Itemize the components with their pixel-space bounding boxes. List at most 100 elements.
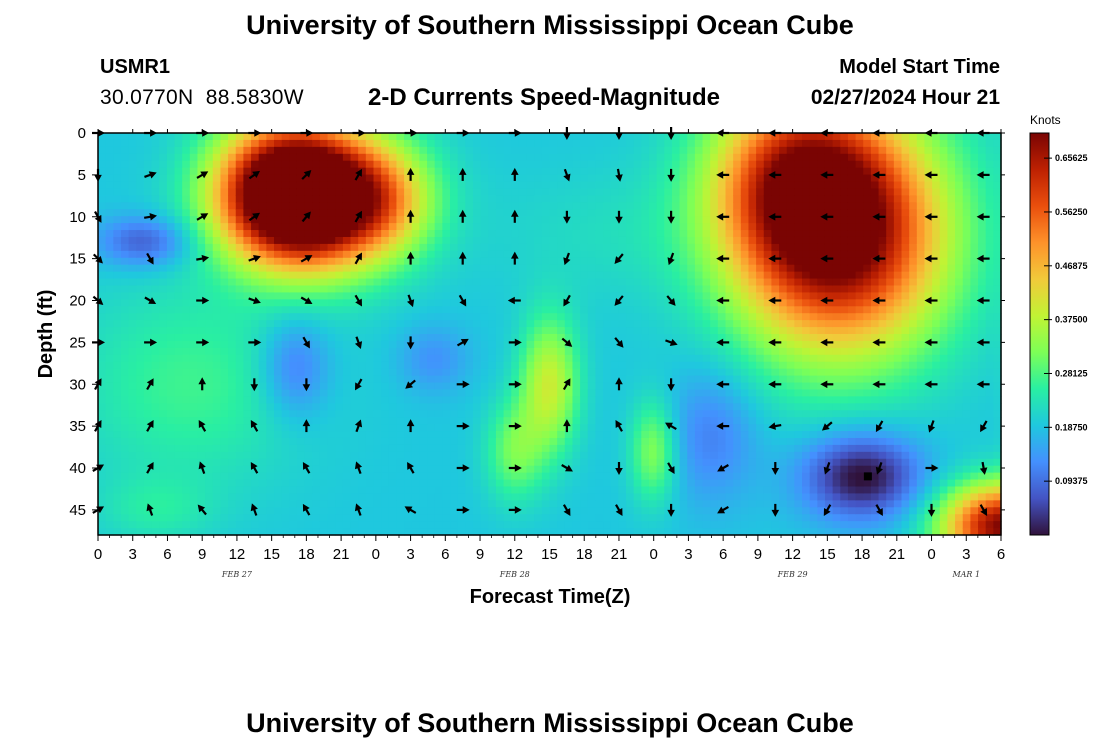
heatmap-cell xyxy=(656,347,665,356)
heatmap-cell xyxy=(664,472,673,481)
heatmap-cell xyxy=(442,202,451,210)
heatmap-cell xyxy=(472,340,482,349)
heatmap-cell xyxy=(189,292,199,300)
heatmap-cell xyxy=(580,451,589,460)
heatmap-cell xyxy=(174,320,183,328)
heatmap-cell xyxy=(388,160,398,169)
heatmap-cell xyxy=(503,500,512,508)
heatmap-cell xyxy=(350,472,359,481)
heatmap-cell xyxy=(526,195,535,203)
heatmap-cell xyxy=(373,271,382,280)
heatmap-cell xyxy=(427,361,436,370)
heatmap-cell xyxy=(656,257,665,266)
heatmap-cell xyxy=(205,306,214,314)
heatmap-cell xyxy=(166,250,176,259)
heatmap-cell xyxy=(327,216,336,224)
heatmap-cell xyxy=(633,146,642,155)
heatmap-cell xyxy=(495,361,505,370)
heatmap-cell xyxy=(128,389,137,397)
heatmap-cell xyxy=(457,153,466,162)
heatmap-cell xyxy=(610,174,619,183)
heatmap-cell xyxy=(610,271,619,280)
heatmap-cell xyxy=(733,230,742,238)
heatmap-cell xyxy=(671,216,681,224)
heatmap-cell xyxy=(381,313,390,321)
heatmap-cell xyxy=(694,375,704,384)
heatmap-cell xyxy=(603,320,612,328)
heatmap-cell xyxy=(603,382,612,391)
heatmap-cell xyxy=(151,243,160,252)
heatmap-cell xyxy=(319,195,329,203)
heatmap-cell xyxy=(717,133,727,141)
heatmap-cell xyxy=(610,195,619,203)
heatmap-cell xyxy=(373,403,382,411)
heatmap-cell xyxy=(511,299,520,307)
heatmap-cell xyxy=(687,410,696,418)
heatmap-cell xyxy=(480,285,489,294)
heatmap-cell xyxy=(350,320,359,328)
heatmap-cell xyxy=(342,396,352,404)
heatmap-cell xyxy=(274,521,283,529)
heatmap-cell xyxy=(197,521,206,529)
heatmap-cell xyxy=(442,368,451,377)
heatmap-cell xyxy=(120,139,130,148)
heatmap-cell xyxy=(679,500,688,508)
heatmap-cell xyxy=(396,354,405,363)
heatmap-cell xyxy=(228,465,237,474)
heatmap-cell xyxy=(358,431,367,439)
heatmap-cell xyxy=(733,458,742,467)
heatmap-cell xyxy=(488,410,497,418)
heatmap-cell xyxy=(373,340,382,349)
heatmap-cell xyxy=(595,375,604,384)
heatmap-cell xyxy=(664,417,673,425)
heatmap-cell xyxy=(113,236,122,245)
heatmap-cell xyxy=(626,361,635,370)
heatmap-cell xyxy=(733,327,742,335)
heatmap-cell xyxy=(427,437,436,446)
heatmap-cell xyxy=(120,264,130,273)
heatmap-cell xyxy=(212,230,222,238)
heatmap-cell xyxy=(312,465,321,474)
heatmap-cell xyxy=(335,410,344,418)
heatmap-cell xyxy=(166,271,176,280)
heatmap-cell xyxy=(205,521,214,529)
heatmap-cell xyxy=(511,153,520,162)
heatmap-cell xyxy=(610,354,619,363)
heatmap-cell xyxy=(289,278,298,287)
heatmap-cell xyxy=(518,472,528,481)
heatmap-cell xyxy=(427,389,436,397)
heatmap-cell xyxy=(281,375,290,384)
heatmap-cell xyxy=(717,472,727,481)
heatmap-cell xyxy=(235,347,244,356)
heatmap-cell xyxy=(595,278,604,287)
heatmap-cell xyxy=(304,361,313,370)
heatmap-cell xyxy=(465,216,474,224)
heatmap-cell xyxy=(717,285,727,294)
heatmap-cell xyxy=(633,410,642,418)
heatmap-cell xyxy=(319,313,329,321)
heatmap-cell xyxy=(694,264,704,273)
heatmap-cell xyxy=(120,389,130,397)
heatmap-cell xyxy=(296,243,306,252)
heatmap-cell xyxy=(281,424,290,432)
heatmap-cell xyxy=(495,153,505,162)
heatmap-cell xyxy=(205,444,214,453)
heatmap-cell xyxy=(694,493,704,501)
heatmap-cell xyxy=(442,507,451,515)
heatmap-cell xyxy=(427,382,436,391)
heatmap-cell xyxy=(633,451,642,460)
heatmap-cell xyxy=(212,257,222,266)
heatmap-cell xyxy=(434,521,443,529)
heatmap-cell xyxy=(472,320,482,328)
heatmap-cell xyxy=(143,257,153,266)
heatmap-cell xyxy=(549,264,558,273)
heatmap-cell xyxy=(304,236,313,245)
heatmap-cell xyxy=(648,230,658,238)
heatmap-cell xyxy=(472,334,482,342)
heatmap-cell xyxy=(633,389,642,397)
heatmap-cell xyxy=(143,458,153,467)
heatmap-cell xyxy=(274,347,283,356)
heatmap-cell xyxy=(710,437,719,446)
heatmap-cell xyxy=(296,382,306,391)
heatmap-cell xyxy=(610,493,619,501)
